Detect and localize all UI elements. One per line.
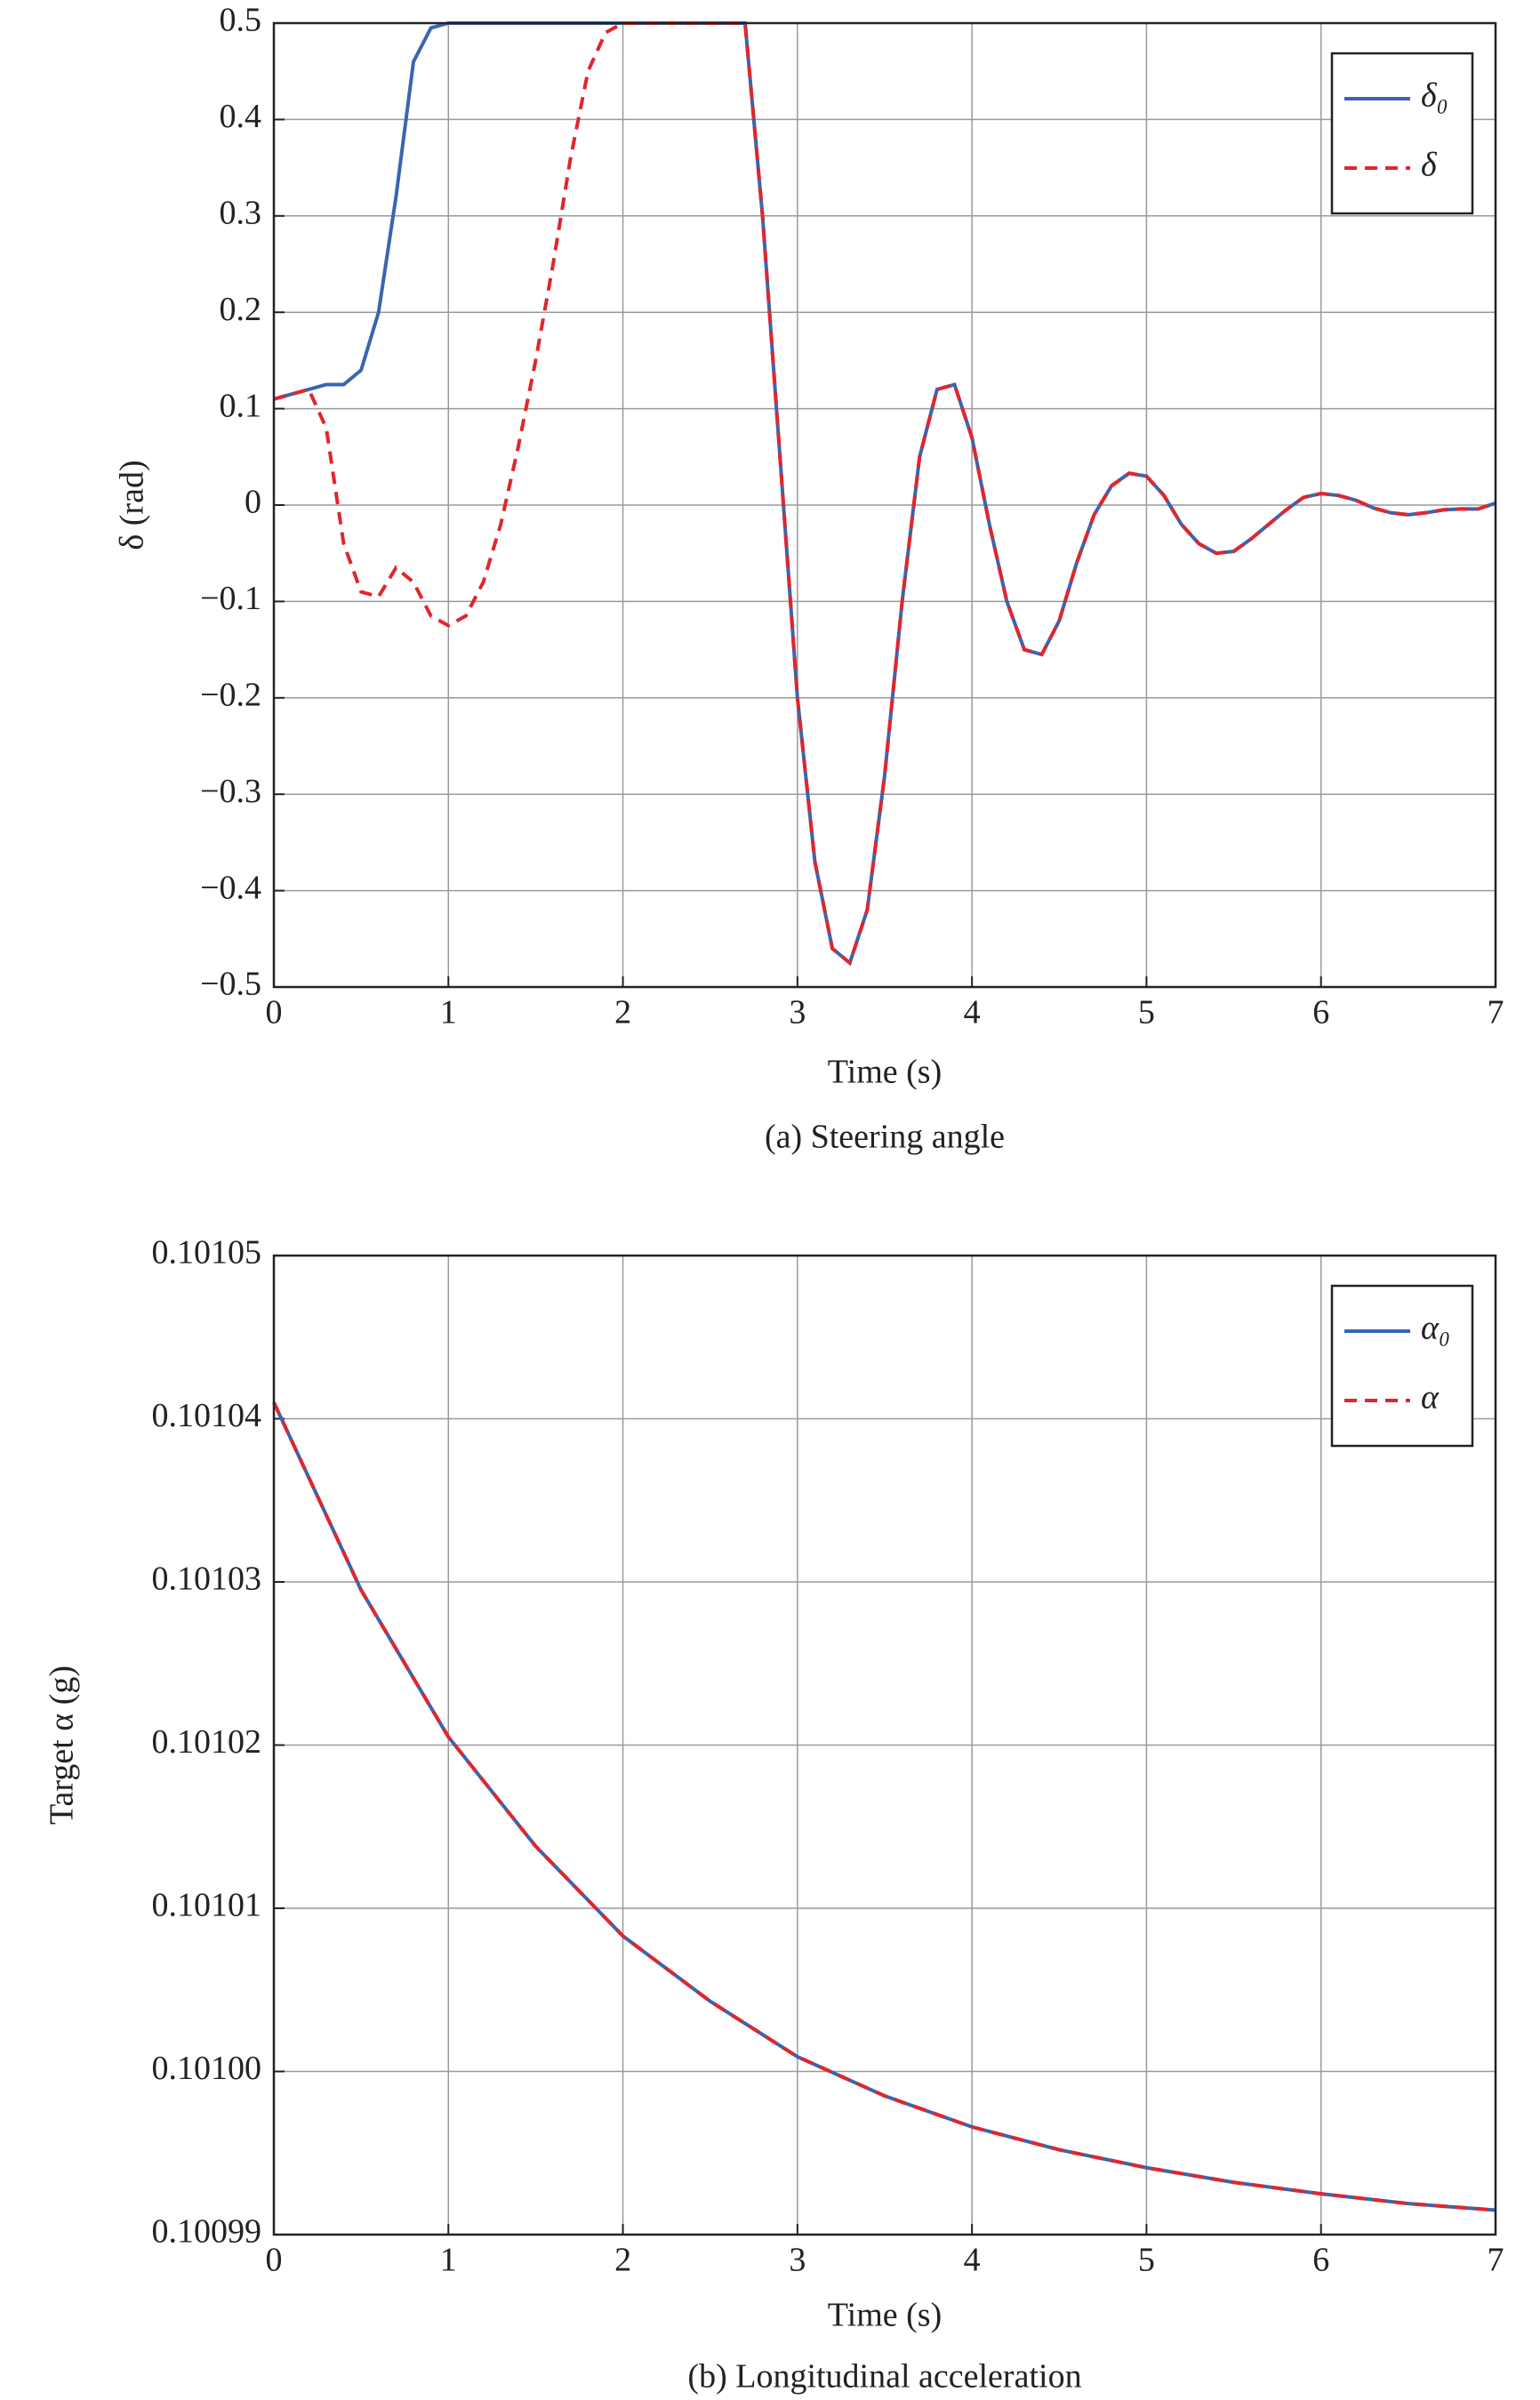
x-tick-label: 1 <box>440 2242 457 2279</box>
legend-label: α₀ <box>1421 1310 1450 1347</box>
legend-label: δ <box>1421 147 1438 184</box>
y-tick-label: −0.5 <box>200 966 261 1003</box>
x-tick-label: 1 <box>440 994 457 1031</box>
y-tick-label: −0.1 <box>200 580 261 617</box>
x-tick-label: 6 <box>1312 994 1329 1031</box>
x-tick-label: 7 <box>1488 994 1504 1031</box>
plot-frame <box>272 1254 1497 2236</box>
y-tick-label: 0.1 <box>220 387 262 424</box>
x-axis-label: Time (s) <box>828 1054 942 1091</box>
x-tick-label: 5 <box>1138 2242 1155 2279</box>
chart: 0 1 2 3 4 5 6 7 0.10099 0.10100 0.10101 0.10102 0.10… <box>44 1234 1504 2396</box>
data-line <box>273 21 1496 967</box>
x-tick-label: 4 <box>964 994 981 1031</box>
caption: (a) Steering angle <box>765 1119 1005 1156</box>
y-tick-label: 0.10102 <box>152 1723 262 1761</box>
x-tick-label: 7 <box>1488 2242 1504 2279</box>
x-tick-label: 5 <box>1138 994 1155 1031</box>
x-tick-label: 3 <box>789 994 806 1031</box>
legend-box <box>1330 1284 1474 1448</box>
plot-frame <box>272 21 1497 989</box>
y-tick-label: 0.10101 <box>152 1887 262 1924</box>
y-tick-label: 0.5 <box>220 2 262 39</box>
chart: 0 1 2 3 4 5 6 7 −0.5 −0.4 −0.3 −0.2 −0.1 0 0.1 0.2 0.3 0.… <box>114 2 1504 1156</box>
x-tick-label: 6 <box>1312 2242 1329 2279</box>
y-tick-label: 0.4 <box>220 98 262 135</box>
y-axis-label: Target α (g) <box>44 1666 81 1825</box>
y-tick-label: 0.2 <box>220 291 262 328</box>
data-line <box>272 1401 1496 2212</box>
y-tick-label: 0.10100 <box>152 2050 262 2087</box>
data-line <box>272 1401 1496 2212</box>
caption: (b) Longitudinal acceleration <box>687 2358 1081 2396</box>
y-tick-label: 0.10104 <box>152 1397 262 1434</box>
y-tick-label: −0.3 <box>200 773 261 810</box>
legend: δ₀ δ <box>1330 52 1474 215</box>
y-tick-label: 0.10099 <box>152 2213 262 2251</box>
x-tick-label: 2 <box>614 994 631 1031</box>
y-tick-label: 0 <box>245 484 261 521</box>
legend-box <box>1330 52 1474 215</box>
x-tick-label: 2 <box>614 2242 631 2279</box>
legend-label: α <box>1421 1379 1440 1417</box>
y-tick-label: 0.3 <box>220 195 262 232</box>
x-tick-label: 4 <box>964 2242 981 2279</box>
y-tick-label: −0.2 <box>200 677 261 714</box>
legend-label: δ₀ <box>1421 77 1448 115</box>
y-tick-label: 0.10103 <box>152 1561 262 1598</box>
x-tick-label: 0 <box>266 994 283 1031</box>
y-tick-label: −0.4 <box>200 869 261 906</box>
x-axis-label: Time (s) <box>828 2297 942 2334</box>
legend: α₀ α <box>1330 1284 1474 1448</box>
x-tick-label: 0 <box>266 2242 283 2279</box>
data-line <box>273 21 1496 967</box>
x-tick-label: 3 <box>789 2242 806 2279</box>
y-tick-label: 0.10105 <box>152 1234 262 1272</box>
y-axis-label: δ (rad) <box>114 460 151 550</box>
